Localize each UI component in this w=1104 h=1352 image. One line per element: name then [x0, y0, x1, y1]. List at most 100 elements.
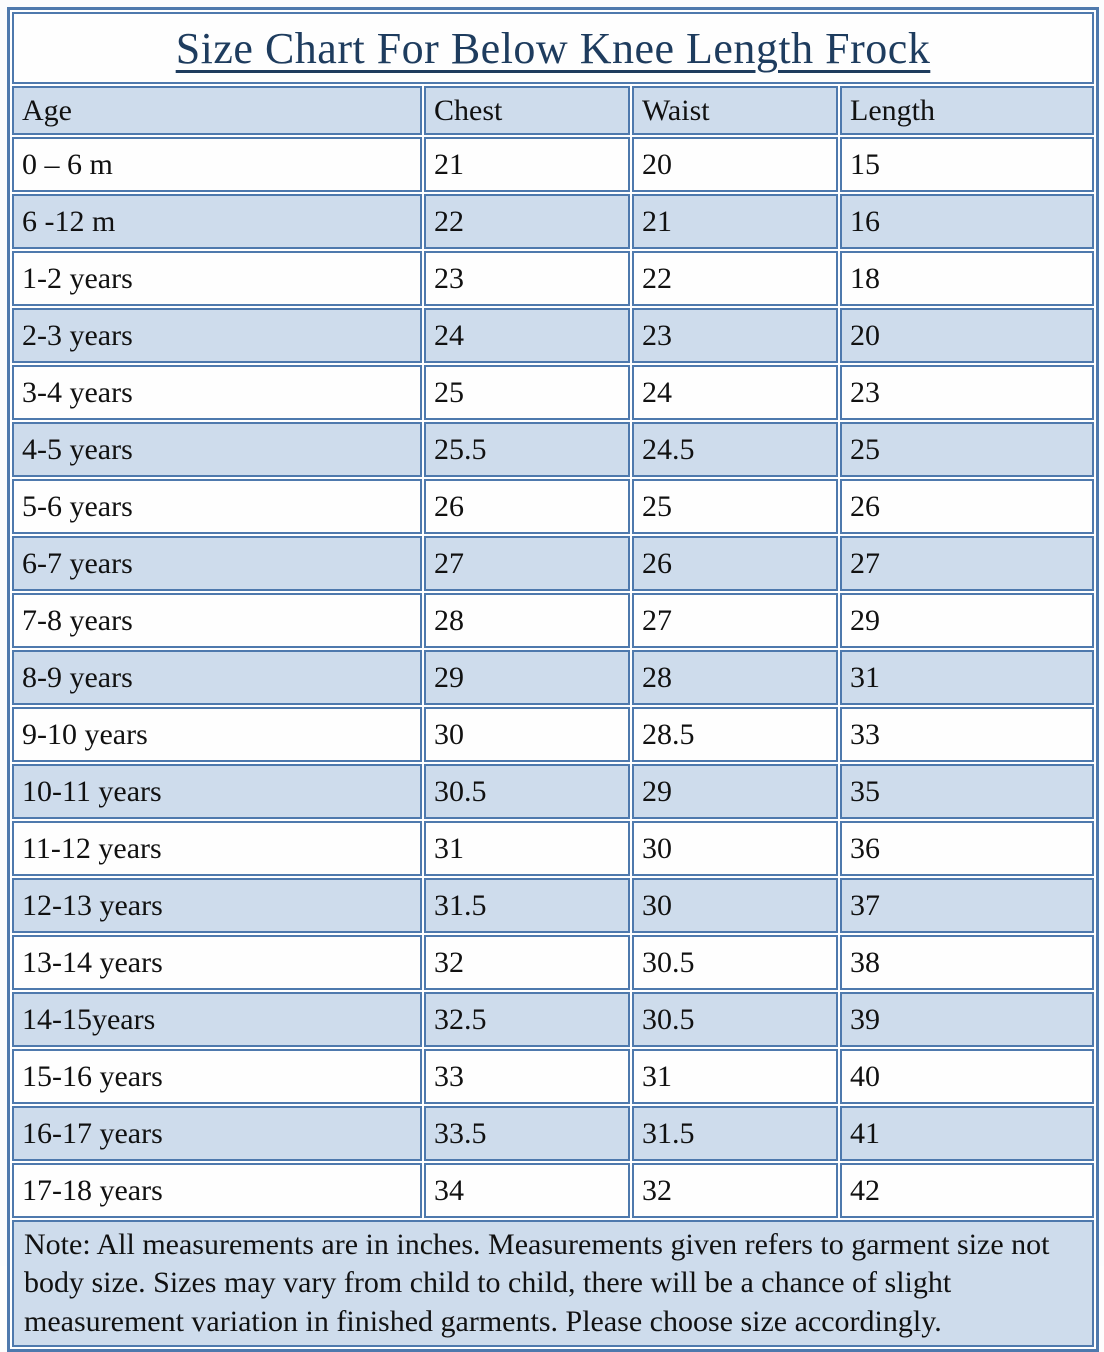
table-cell-age: 2-3 years: [12, 308, 422, 363]
table-cell-age: 1-2 years: [12, 251, 422, 306]
table-cell-age: 4-5 years: [12, 422, 422, 477]
table-cell-length: 27: [840, 536, 1094, 591]
table-cell-chest: 28: [424, 593, 630, 648]
table-cell-chest: 32: [424, 935, 630, 990]
table-row: 6-7 years 27 26 27: [12, 536, 1094, 591]
table-cell-chest: 26: [424, 479, 630, 534]
table-cell-waist: 23: [632, 308, 838, 363]
column-header-row: Age Chest Waist Length: [12, 86, 1094, 135]
table-cell-chest: 33: [424, 1049, 630, 1104]
table-cell-chest: 33.5: [424, 1106, 630, 1161]
table-cell-chest: 31.5: [424, 878, 630, 933]
table-cell-waist: 30.5: [632, 992, 838, 1047]
table-cell-waist: 32: [632, 1163, 838, 1218]
table-cell-length: 36: [840, 821, 1094, 876]
table-cell-waist: 31: [632, 1049, 838, 1104]
table-cell-waist: 25: [632, 479, 838, 534]
table-cell-waist: 20: [632, 137, 838, 192]
column-header-chest: Chest: [424, 86, 630, 135]
table-row: 8-9 years 29 28 31: [12, 650, 1094, 705]
table-cell-length: 23: [840, 365, 1094, 420]
table-cell-age: 16-17 years: [12, 1106, 422, 1161]
table-cell-waist: 30: [632, 878, 838, 933]
table-cell-age: 13-14 years: [12, 935, 422, 990]
table-cell-chest: 25: [424, 365, 630, 420]
table-cell-age: 6 -12 m: [12, 194, 422, 249]
table-cell-chest: 30.5: [424, 764, 630, 819]
table-cell-length: 37: [840, 878, 1094, 933]
table-row: 1-2 years 23 22 18: [12, 251, 1094, 306]
note-text: Note: All measurements are in inches. Me…: [12, 1220, 1094, 1348]
table-cell-length: 18: [840, 251, 1094, 306]
table-cell-length: 38: [840, 935, 1094, 990]
table-row: 0 – 6 m 21 20 15: [12, 137, 1094, 192]
table-cell-length: 20: [840, 308, 1094, 363]
table-row: 16-17 years 33.5 31.5 41: [12, 1106, 1094, 1161]
table-cell-length: 41: [840, 1106, 1094, 1161]
table-row: 14-15years 32.5 30.5 39: [12, 992, 1094, 1047]
table-cell-age: 8-9 years: [12, 650, 422, 705]
table-row: 7-8 years 28 27 29: [12, 593, 1094, 648]
table-cell-length: 29: [840, 593, 1094, 648]
table-cell-waist: 27: [632, 593, 838, 648]
table-cell-age: 0 – 6 m: [12, 137, 422, 192]
table-cell-waist: 30: [632, 821, 838, 876]
table-cell-length: 15: [840, 137, 1094, 192]
table-cell-chest: 30: [424, 707, 630, 762]
table-cell-waist: 24.5: [632, 422, 838, 477]
title-cell: Size Chart For Below Knee Length Frock: [12, 12, 1094, 84]
size-chart-table: Size Chart For Below Knee Length Frock A…: [7, 7, 1099, 1352]
table-cell-age: 15-16 years: [12, 1049, 422, 1104]
table-cell-length: 35: [840, 764, 1094, 819]
table-cell-chest: 23: [424, 251, 630, 306]
table-cell-age: 11-12 years: [12, 821, 422, 876]
table-row: 6 -12 m 22 21 16: [12, 194, 1094, 249]
table-cell-waist: 21: [632, 194, 838, 249]
table-cell-length: 31: [840, 650, 1094, 705]
table-row: 10-11 years 30.5 29 35: [12, 764, 1094, 819]
table-cell-waist: 26: [632, 536, 838, 591]
table-row: 2-3 years 24 23 20: [12, 308, 1094, 363]
table-cell-chest: 24: [424, 308, 630, 363]
table-cell-length: 16: [840, 194, 1094, 249]
table-cell-waist: 28: [632, 650, 838, 705]
table-cell-length: 40: [840, 1049, 1094, 1104]
table-cell-age: 10-11 years: [12, 764, 422, 819]
size-chart-page: Size Chart For Below Knee Length Frock A…: [7, 7, 1099, 1352]
table-row: 3-4 years 25 24 23: [12, 365, 1094, 420]
table-cell-length: 26: [840, 479, 1094, 534]
table-cell-age: 9-10 years: [12, 707, 422, 762]
table-cell-chest: 32.5: [424, 992, 630, 1047]
table-row: 12-13 years 31.5 30 37: [12, 878, 1094, 933]
table-cell-age: 5-6 years: [12, 479, 422, 534]
table-cell-length: 25: [840, 422, 1094, 477]
table-cell-age: 3-4 years: [12, 365, 422, 420]
table-cell-waist: 24: [632, 365, 838, 420]
table-row: 15-16 years 33 31 40: [12, 1049, 1094, 1104]
table-cell-chest: 21: [424, 137, 630, 192]
title-row: Size Chart For Below Knee Length Frock: [12, 12, 1094, 84]
note-row: Note: All measurements are in inches. Me…: [12, 1220, 1094, 1348]
table-cell-waist: 28.5: [632, 707, 838, 762]
table-cell-length: 42: [840, 1163, 1094, 1218]
column-header-waist: Waist: [632, 86, 838, 135]
table-row: 4-5 years 25.5 24.5 25: [12, 422, 1094, 477]
table-cell-chest: 31: [424, 821, 630, 876]
table-cell-age: 7-8 years: [12, 593, 422, 648]
table-cell-age: 6-7 years: [12, 536, 422, 591]
table-cell-age: 14-15years: [12, 992, 422, 1047]
table-cell-waist: 31.5: [632, 1106, 838, 1161]
table-cell-chest: 25.5: [424, 422, 630, 477]
table-cell-age: 17-18 years: [12, 1163, 422, 1218]
table-cell-age: 12-13 years: [12, 878, 422, 933]
table-cell-waist: 22: [632, 251, 838, 306]
table-cell-waist: 29: [632, 764, 838, 819]
table-cell-chest: 34: [424, 1163, 630, 1218]
table-cell-chest: 22: [424, 194, 630, 249]
table-row: 5-6 years 26 25 26: [12, 479, 1094, 534]
table-row: 13-14 years 32 30.5 38: [12, 935, 1094, 990]
table-row: 11-12 years 31 30 36: [12, 821, 1094, 876]
table-cell-length: 33: [840, 707, 1094, 762]
table-cell-chest: 29: [424, 650, 630, 705]
column-header-age: Age: [12, 86, 422, 135]
